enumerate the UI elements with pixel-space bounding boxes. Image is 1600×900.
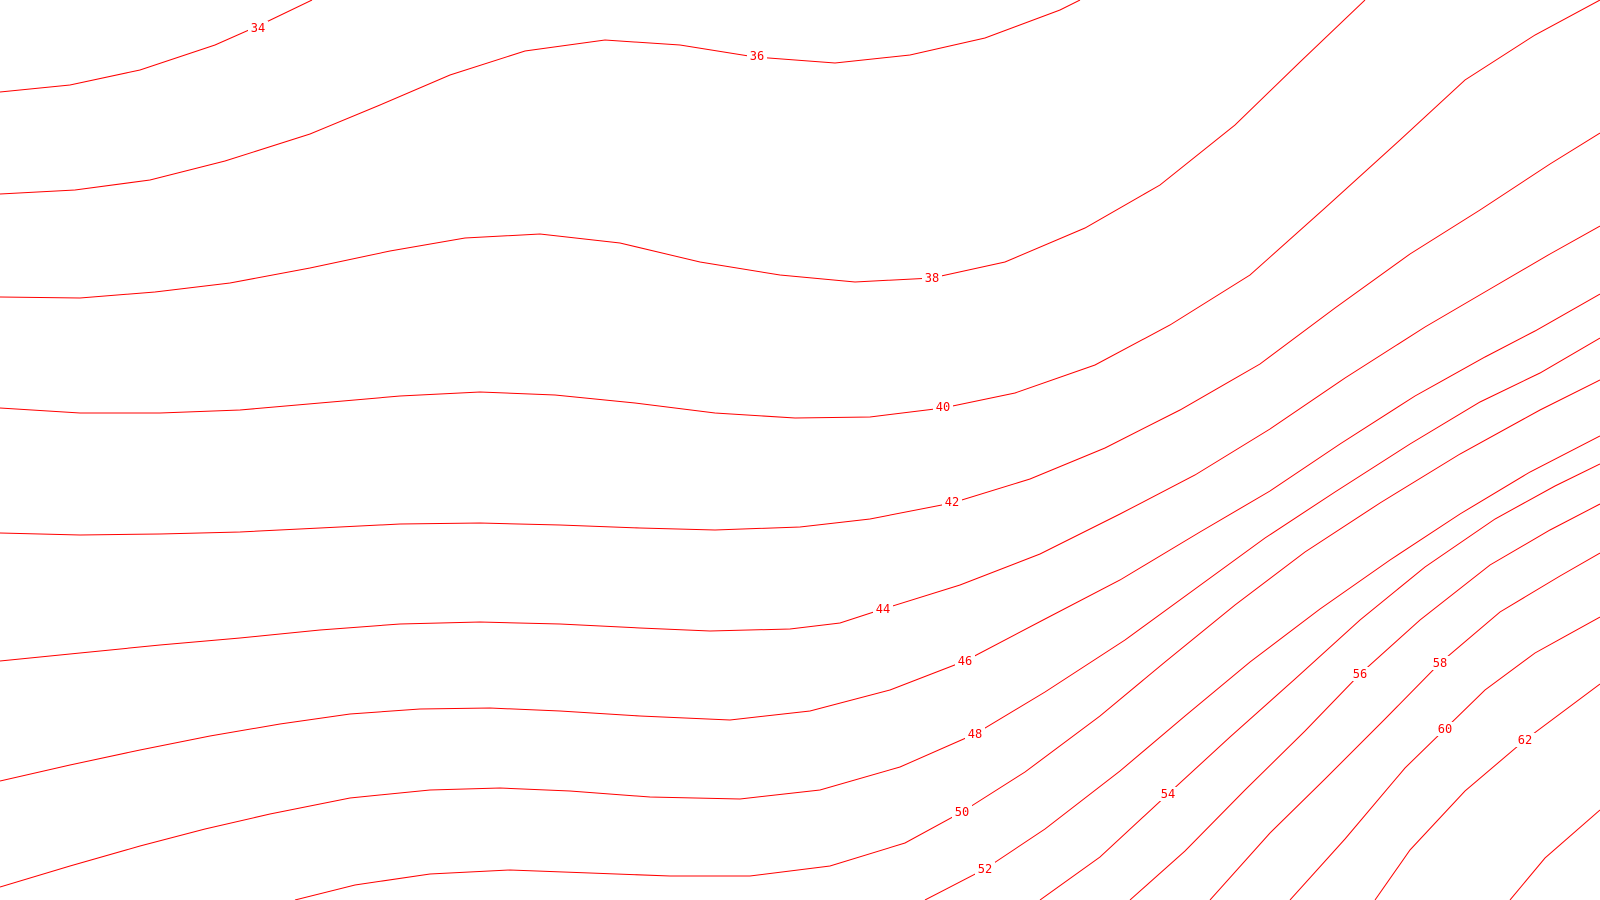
contour-label-mask xyxy=(922,271,942,285)
contour-label-40: 40 xyxy=(936,400,950,414)
contour-label-60: 60 xyxy=(1438,722,1452,736)
contour-line-54 xyxy=(1039,463,1600,900)
contour-label-56: 56 xyxy=(1353,667,1367,681)
contour-label-38: 38 xyxy=(925,271,939,285)
contour-line-40 xyxy=(0,0,1600,419)
contour-label-54: 54 xyxy=(1161,787,1175,801)
contour-line-58 xyxy=(1209,552,1600,900)
contour-line-62 xyxy=(1374,683,1600,900)
contour-label-34: 34 xyxy=(251,21,265,35)
contour-label-44: 44 xyxy=(876,602,890,616)
contour-line-52 xyxy=(924,435,1600,900)
contour-label-mask xyxy=(747,49,767,63)
contour-label-46: 46 xyxy=(958,654,972,668)
contour-label-mask xyxy=(975,862,995,876)
contour-label-mask xyxy=(1158,787,1178,801)
contour-line-46 xyxy=(0,293,1600,782)
contour-line-56 xyxy=(1129,503,1600,900)
contour-label-62: 62 xyxy=(1518,733,1532,747)
contour-label-mask xyxy=(1350,667,1370,681)
contour-line-34 xyxy=(0,0,313,93)
contour-label-mask xyxy=(1435,722,1455,736)
contour-label-36: 36 xyxy=(750,49,764,63)
contour-line-44 xyxy=(0,225,1600,662)
contour-line-36 xyxy=(0,0,1081,195)
contour-label-mask xyxy=(955,654,975,668)
contour-label-mask xyxy=(933,400,953,414)
contour-label-50: 50 xyxy=(955,805,969,819)
contour-line-50 xyxy=(294,379,1600,900)
contour-label-mask xyxy=(873,602,893,616)
contour-line-42 xyxy=(0,132,1600,536)
contour-label-mask xyxy=(248,21,268,35)
contour-label-52: 52 xyxy=(978,862,992,876)
contour-label-mask xyxy=(942,495,962,509)
contour-line-48 xyxy=(0,337,1600,888)
contour-line-38 xyxy=(0,0,1366,299)
contour-label-58: 58 xyxy=(1433,656,1447,670)
contour-label-mask xyxy=(1430,656,1450,670)
contour-line-unlabelled xyxy=(1509,809,1600,900)
contour-label-48: 48 xyxy=(968,727,982,741)
contour-label-42: 42 xyxy=(945,495,959,509)
contour-label-mask xyxy=(965,727,985,741)
contour-label-mask xyxy=(1515,733,1535,747)
contour-label-mask xyxy=(952,805,972,819)
